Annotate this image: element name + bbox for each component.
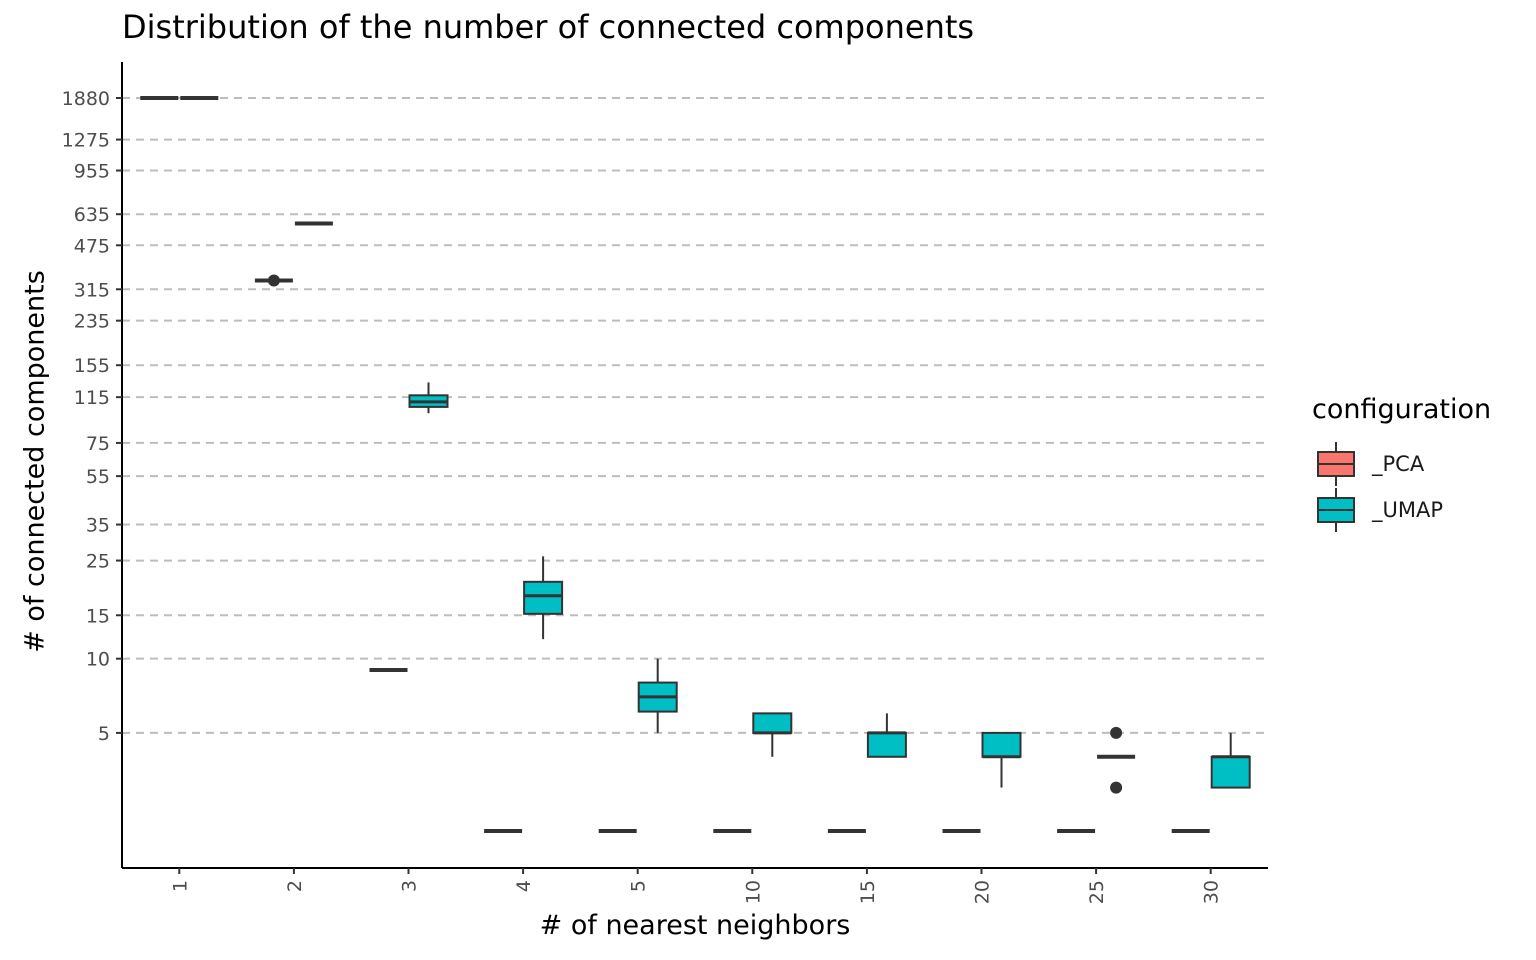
box — [981, 731, 1022, 758]
y-tick-labels: 5 10 15 25 35 55 75 115 155 235 315 475 635 955 1275 18… — [62, 88, 122, 745]
y-tick-label: 5 — [98, 723, 110, 745]
x-tick-labels: 1 2 3 4 5 10 15 20 25 30 — [169, 868, 1223, 904]
boxplot-umap — [637, 658, 678, 733]
x-axis-label: # of nearest neighbors — [539, 910, 851, 941]
legend: configuration _PCA _UMAP — [1312, 394, 1491, 533]
boxplot-umap — [752, 712, 793, 757]
boxplot-pca — [254, 274, 293, 287]
x-tick-label: 30 — [1201, 880, 1223, 904]
chart-title: Distribution of the number of connected … — [122, 8, 975, 46]
x-tick-label: 3 — [399, 880, 421, 892]
legend-item-umap[interactable]: _UMAP — [1312, 487, 1491, 533]
y-axis-label: # of connected components — [19, 270, 51, 653]
legend-title: configuration — [1312, 394, 1492, 425]
y-tick-label: 635 — [74, 204, 110, 226]
legend-label-pca: _PCA — [1372, 452, 1425, 476]
box — [866, 731, 907, 758]
y-tick-label: 1275 — [62, 130, 110, 152]
x-tick-label: 15 — [857, 880, 879, 904]
x-tick-label: 10 — [742, 880, 764, 904]
boxplot-umap — [981, 731, 1022, 788]
y-tick-label: 15 — [86, 605, 110, 627]
x-tick-label: 5 — [628, 880, 650, 892]
boxplot-umap — [408, 382, 449, 414]
grid-lines — [122, 97, 1268, 734]
legend-item-pca[interactable]: _PCA — [1312, 441, 1491, 487]
x-tick-label: 1 — [169, 880, 191, 892]
y-tick-label: 955 — [74, 161, 110, 183]
y-tick-label: 315 — [74, 279, 110, 301]
box — [752, 712, 793, 734]
y-tick-label: 475 — [74, 235, 110, 257]
legend-label-umap: _UMAP — [1372, 498, 1444, 522]
y-tick-label: 1880 — [62, 88, 110, 110]
boxplots — [140, 96, 1251, 833]
boxplot-umap — [1210, 732, 1251, 789]
y-tick-label: 235 — [74, 311, 110, 333]
y-tick-label: 10 — [86, 649, 110, 671]
y-tick-label: 55 — [86, 466, 110, 488]
x-tick-label: 4 — [513, 880, 535, 892]
outlier-point — [1110, 781, 1123, 794]
outlier-point — [267, 274, 280, 287]
box — [1210, 755, 1251, 789]
boxplot-umap — [1097, 726, 1136, 794]
boxplot-umap — [866, 713, 907, 758]
y-tick-label: 35 — [86, 515, 110, 537]
x-tick-label: 2 — [284, 880, 306, 892]
box — [523, 580, 564, 615]
outlier-point — [1110, 726, 1123, 739]
legend-key-umap — [1317, 488, 1355, 532]
x-tick-label: 25 — [1086, 880, 1108, 904]
y-tick-label: 155 — [74, 355, 110, 377]
boxplot-umap — [523, 556, 564, 640]
y-tick-label: 115 — [74, 387, 110, 409]
legend-key-pca — [1317, 442, 1355, 486]
y-tick-label: 75 — [86, 433, 110, 455]
axes — [121, 62, 1268, 869]
y-tick-label: 25 — [86, 551, 110, 573]
x-tick-label: 20 — [972, 880, 994, 904]
